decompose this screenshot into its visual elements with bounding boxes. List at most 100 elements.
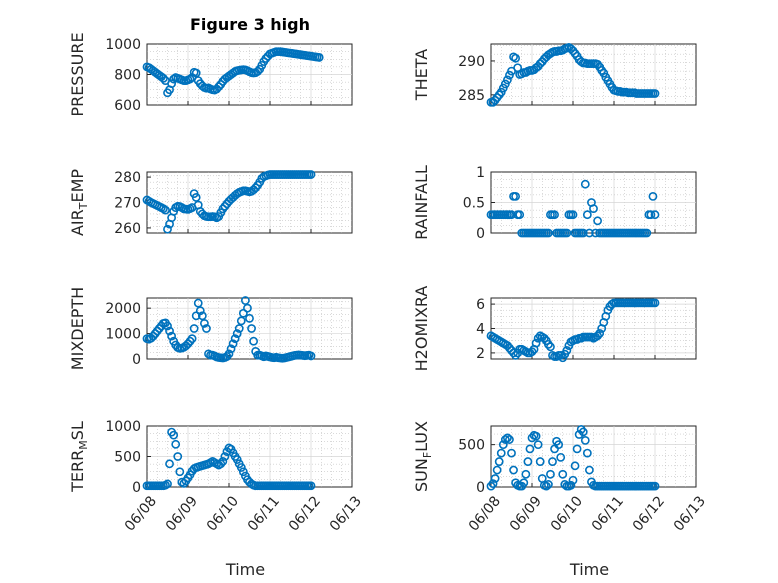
data-point: [541, 481, 551, 491]
data-point: [500, 435, 510, 444]
data-point: [199, 319, 209, 328]
y-tick-label: 270: [114, 196, 141, 212]
y-tick-label: 0: [476, 226, 485, 242]
data-point: [521, 469, 531, 479]
data-point: [195, 306, 205, 316]
data-point: [515, 210, 525, 220]
y-tick-label: 290: [458, 54, 485, 70]
data-point: [169, 430, 179, 440]
data-point: [595, 328, 605, 338]
y-tick-label: 1: [476, 165, 485, 181]
y-axis-label: PRESSURE: [68, 32, 87, 116]
data-point: [525, 444, 535, 454]
data-point: [230, 334, 240, 344]
data-point: [578, 427, 588, 437]
data-point: [546, 469, 555, 479]
subplot-theta: 285 290 THETA: [412, 42, 697, 107]
y-tick-label: 1000: [105, 37, 141, 53]
data-point: [507, 448, 516, 458]
data-point: [187, 334, 197, 344]
y-tick-label: 6: [476, 297, 485, 313]
y-tick-label: 1000: [105, 419, 141, 435]
data-point: [228, 339, 238, 349]
data-point: [158, 204, 168, 213]
data-point: [562, 346, 572, 355]
y-tick-label: 4: [476, 322, 485, 338]
data-point: [568, 475, 578, 485]
y-tick-label: 500: [114, 450, 141, 466]
data-point: [582, 210, 592, 220]
data-point: [253, 67, 263, 76]
data-point: [531, 338, 541, 348]
subplot-mixdepth: 0 1000 2000 MIXDEPTH: [68, 287, 353, 370]
data-point: [173, 452, 183, 461]
data-point: [189, 324, 199, 333]
data-point: [509, 465, 518, 475]
y-tick-label: 600: [114, 98, 141, 114]
y-axis-label: RAINFALL: [412, 165, 431, 240]
data-point: [509, 348, 518, 358]
data-point: [548, 457, 557, 466]
data-point: [556, 452, 566, 462]
data-point: [646, 210, 656, 220]
y-tick-label: 260: [114, 221, 141, 237]
data-point: [523, 457, 533, 466]
figure-title: Figure 3 high: [190, 15, 310, 34]
data-point: [562, 228, 572, 238]
data-point: [580, 179, 590, 189]
data-point: [554, 440, 564, 450]
y-axis-label: SUNFLUX: [412, 421, 434, 492]
data-point: [650, 481, 660, 491]
data-point: [546, 342, 555, 352]
data-point: [245, 313, 254, 323]
data-point: [648, 191, 658, 201]
data-point: [558, 469, 568, 479]
data-point: [519, 478, 529, 488]
data-point: [494, 457, 504, 466]
data-point: [511, 53, 520, 63]
data-point: [214, 82, 224, 92]
x-axis-label: Time: [569, 560, 609, 579]
data-point: [224, 349, 234, 359]
data-point: [580, 436, 590, 445]
data-point: [167, 331, 176, 341]
y-tick-label: 0: [476, 480, 485, 496]
y-axis-label: TERRMSL: [68, 421, 90, 493]
subplot-pressure: 600 800 1000 PRESSURE: [68, 32, 353, 117]
data-point: [492, 465, 502, 475]
data-point: [566, 480, 576, 490]
data-point: [220, 452, 230, 461]
y-tick-label: 800: [114, 68, 141, 84]
data-point: [488, 479, 498, 489]
data-point: [544, 480, 553, 489]
y-axis-label: H2OMIXRA: [412, 286, 431, 372]
data-point: [236, 463, 246, 472]
y-tick-label: 500: [458, 438, 485, 454]
data-point: [165, 326, 174, 336]
data-point: [511, 350, 520, 360]
subplot-h2omixra: 2 4 6 H2OMIXRA: [412, 286, 697, 372]
data-point: [165, 459, 174, 469]
data-point: [650, 89, 660, 98]
data-point: [197, 311, 207, 321]
data-point: [306, 351, 316, 361]
data-point: [589, 204, 598, 213]
data-point: [234, 324, 244, 333]
data-point: [533, 440, 543, 450]
data-point: [507, 210, 516, 220]
y-axis-label: MIXDEPTH: [68, 287, 87, 370]
data-point: [544, 228, 553, 238]
data-point: [175, 467, 185, 477]
data-point: [556, 350, 566, 360]
y-tick-label: 285: [458, 88, 485, 104]
data-point: [650, 210, 660, 220]
data-point: [550, 210, 559, 220]
data-point: [191, 193, 201, 202]
data-point: [163, 224, 172, 234]
data-point: [591, 228, 600, 238]
data-point: [306, 481, 316, 491]
data-point: [163, 479, 172, 489]
data-point: [539, 333, 549, 343]
